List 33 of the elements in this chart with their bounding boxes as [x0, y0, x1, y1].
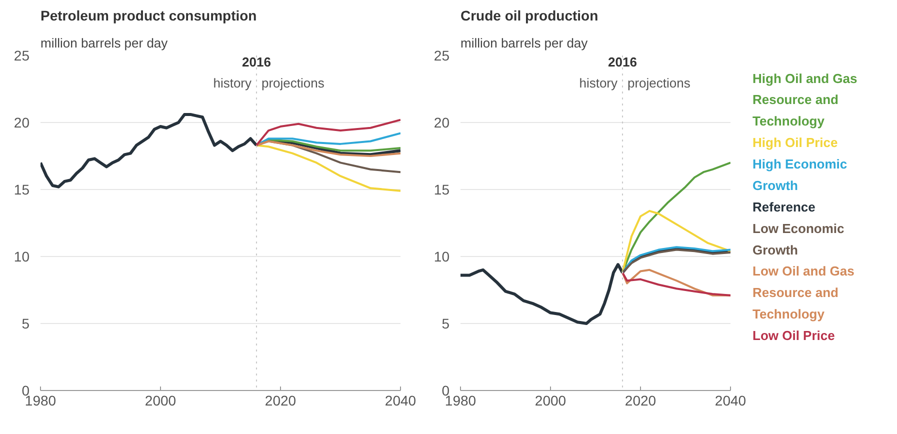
y-tick-label: 25 [434, 48, 450, 64]
x-tick-label: 2020 [264, 392, 296, 408]
chart-title: Petroleum product consumption [40, 8, 257, 24]
annotation: history [213, 76, 252, 90]
y-tick-label: 25 [14, 48, 30, 64]
series-label: Low Oil and Gas Resource and Technology [752, 264, 854, 322]
y-tick-label: 10 [434, 248, 450, 264]
x-tick-label: 2000 [144, 392, 176, 408]
y-tick-label: 5 [442, 316, 450, 332]
text: Low Oil Price [752, 328, 835, 344]
ref-line-label: 2016 [608, 54, 637, 70]
chart-subtitle: million barrels per day [40, 36, 168, 50]
y-tick-label: 15 [14, 182, 30, 198]
series-label: Low Economic Growth [752, 220, 844, 258]
annotation: projections [628, 76, 691, 90]
text: High Economic Growth [752, 156, 848, 193]
y-tick-label: 20 [14, 114, 30, 130]
text: High Oil and Gas Resource and Technology [752, 70, 858, 129]
annotation: history [579, 76, 618, 90]
y-tick-label: 20 [434, 114, 450, 130]
text: High Oil Price [752, 135, 838, 150]
y-tick-label: 5 [22, 316, 30, 332]
annotation: projections [262, 76, 325, 90]
x-tick-label: 2000 [534, 392, 566, 408]
chart-title: Crude oil production [460, 8, 598, 24]
text: Reference [752, 199, 816, 214]
x-tick-label: 2020 [624, 392, 656, 408]
y-tick-label: 15 [434, 182, 450, 198]
ref-line-label: 2016 [242, 54, 271, 70]
chart-subtitle: million barrels per day [460, 36, 588, 50]
x-tick-label: 2040 [714, 392, 746, 408]
x-tick-label: 2040 [384, 392, 416, 408]
y-tick-label: 10 [14, 248, 30, 264]
